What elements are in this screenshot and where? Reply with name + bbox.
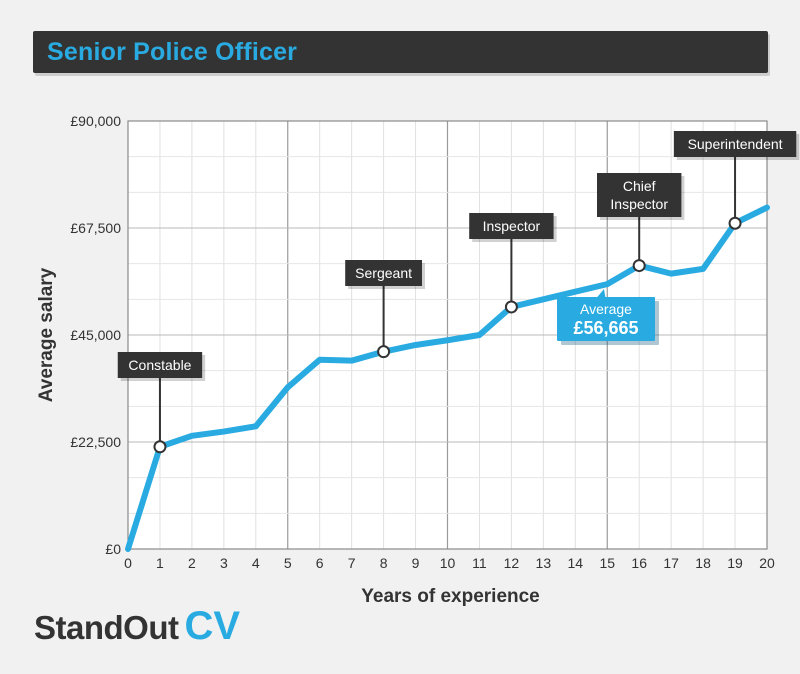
annotation-box — [673, 131, 797, 157]
y-axis-title: Average salary — [36, 267, 57, 402]
plot-border — [127, 120, 768, 550]
data-point-marker — [728, 216, 742, 230]
y-tick-label: £90,000 — [70, 113, 121, 129]
y-tick-label: £0 — [105, 541, 121, 557]
x-tick-label: 9 — [412, 555, 420, 571]
x-tick-label: 15 — [599, 555, 615, 571]
x-tick-label: 4 — [252, 555, 260, 571]
annotation-label: Sergeant — [355, 265, 412, 281]
x-tick-label: 19 — [727, 555, 743, 571]
rank-annotation: Chief Inspector — [597, 173, 685, 273]
rank-annotation: Superintendent — [673, 131, 800, 230]
data-point-marker — [153, 440, 167, 454]
average-label: Average — [580, 301, 632, 317]
average-value: £56,665 — [573, 318, 638, 338]
average-box — [557, 297, 655, 341]
x-tick-label: 3 — [220, 555, 228, 571]
rank-annotation: Constable — [117, 352, 206, 454]
annotation-label: Inspector — [610, 196, 668, 212]
x-tick-label: 8 — [380, 555, 388, 571]
annotation-box — [345, 260, 422, 286]
logo-accent-text: CV — [184, 604, 241, 648]
x-tick-label: 2 — [188, 555, 196, 571]
x-tick-label: 7 — [348, 555, 356, 571]
x-tick-label: 13 — [536, 555, 552, 571]
y-tick-label: £22,500 — [70, 434, 121, 450]
x-tick-label: 20 — [759, 555, 775, 571]
annotation-box — [597, 173, 682, 217]
x-tick-label: 5 — [284, 555, 292, 571]
average-callout: Average£56,665 — [557, 289, 659, 345]
annotation-label: Inspector — [483, 218, 541, 234]
standout-cv-logo: StandOut CV — [34, 604, 240, 649]
chart-title: Senior Police Officer — [47, 38, 298, 66]
x-axis-title: Years of experience — [361, 586, 540, 607]
x-tick-label: 12 — [504, 555, 520, 571]
annotation-box — [117, 352, 203, 378]
salary-line — [125, 204, 770, 552]
x-tick-label: 11 — [472, 555, 487, 571]
data-point-marker — [504, 300, 518, 314]
rank-annotation: Inspector — [469, 213, 557, 314]
x-tick-label: 18 — [695, 555, 711, 571]
x-tick-label: 14 — [568, 555, 584, 571]
annotation-label: Constable — [128, 357, 191, 373]
y-tick-label: £45,000 — [70, 327, 121, 343]
annotation-label: Superintendent — [688, 136, 783, 152]
x-tick-label: 10 — [440, 555, 456, 571]
annotation-label: Chief — [623, 178, 656, 194]
x-tick-label: 6 — [316, 555, 324, 571]
title-bar: Senior Police Officer — [33, 31, 768, 73]
x-tick-label: 0 — [124, 555, 132, 571]
rank-annotation: Sergeant — [345, 260, 425, 359]
logo-main-text: StandOut — [34, 609, 179, 646]
data-point-marker — [632, 259, 646, 273]
annotation-box — [469, 213, 554, 239]
x-tick-label: 17 — [663, 555, 679, 571]
y-tick-label: £67,500 — [70, 220, 121, 236]
x-tick-label: 16 — [631, 555, 647, 571]
x-tick-label: 1 — [156, 555, 164, 571]
data-point-marker — [377, 345, 391, 359]
